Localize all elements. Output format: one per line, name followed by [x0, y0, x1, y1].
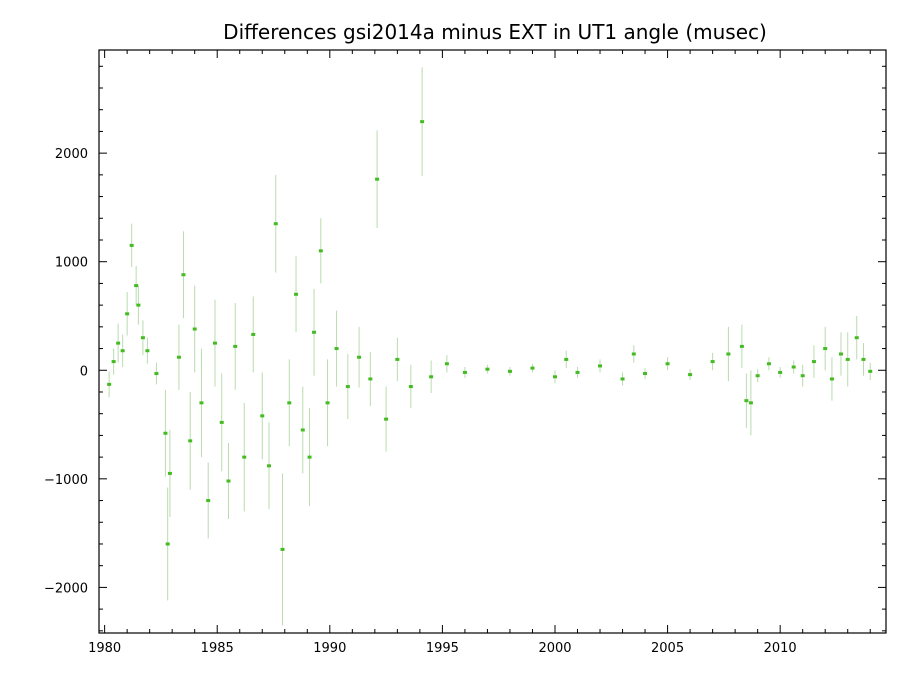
- data-point: [167, 471, 172, 475]
- data-point: [206, 499, 211, 503]
- data-point: [181, 273, 186, 277]
- data-point: [368, 377, 373, 381]
- x-tick-label: 2010: [764, 641, 797, 656]
- data-point: [267, 464, 272, 468]
- x-tick-label: 2000: [538, 641, 571, 656]
- data-point: [300, 428, 305, 432]
- data-point: [334, 347, 339, 351]
- x-tick-label: 1990: [313, 641, 346, 656]
- data-point: [199, 401, 204, 405]
- data-point: [163, 431, 168, 435]
- x-tick-label: 1995: [426, 641, 459, 656]
- axis-ticks: [99, 50, 886, 633]
- data-point: [260, 414, 265, 418]
- data-point: [845, 357, 850, 361]
- data-point: [136, 303, 141, 307]
- data-point: [854, 336, 859, 340]
- data-point: [395, 357, 400, 361]
- plot-frame: [98, 49, 887, 634]
- data-point: [462, 370, 467, 374]
- y-axis-tick-labels: −2000 −1000 0 1000 2000: [44, 147, 88, 596]
- data-point: [287, 401, 292, 405]
- data-point: [188, 439, 193, 443]
- data-point: [420, 120, 425, 124]
- data-point: [251, 332, 256, 336]
- data-point: [575, 370, 580, 374]
- data-point: [829, 377, 834, 381]
- points-layer: [107, 120, 873, 551]
- data-point: [643, 372, 648, 376]
- data-point: [145, 349, 150, 353]
- data-point: [485, 367, 490, 371]
- data-point: [620, 377, 625, 381]
- x-tick-label: 1985: [201, 641, 234, 656]
- y-tick-label: −1000: [44, 473, 88, 488]
- data-point: [111, 360, 116, 364]
- x-tick-label: 1980: [88, 641, 121, 656]
- x-axis-tick-labels: 1980 1985 1990 1995 2000 2005 2010: [88, 641, 797, 656]
- data-point: [165, 542, 170, 546]
- data-point: [744, 399, 749, 403]
- data-point: [345, 385, 350, 389]
- data-point: [739, 344, 744, 348]
- data-point: [140, 336, 145, 340]
- data-point: [552, 375, 557, 379]
- data-point: [375, 177, 380, 181]
- data-point: [192, 327, 197, 331]
- data-point: [116, 341, 121, 345]
- data-point: [748, 401, 753, 405]
- data-point: [444, 362, 449, 366]
- data-point: [294, 292, 299, 296]
- data-point: [125, 312, 130, 316]
- data-point: [408, 385, 413, 389]
- data-point: [791, 365, 796, 369]
- y-tick-label: 0: [80, 364, 88, 379]
- data-point: [280, 547, 285, 551]
- data-point: [233, 344, 238, 348]
- data-point: [242, 455, 247, 459]
- data-point: [357, 355, 362, 359]
- data-point: [868, 369, 873, 373]
- data-point: [154, 372, 159, 376]
- data-point: [766, 362, 771, 366]
- data-point: [631, 352, 636, 356]
- data-point: [325, 401, 330, 405]
- data-point: [507, 369, 512, 373]
- data-point: [134, 284, 139, 288]
- y-tick-label: 2000: [55, 147, 88, 162]
- data-point: [710, 360, 715, 364]
- errorbar-layer: [108, 67, 871, 626]
- data-point: [120, 349, 125, 353]
- data-point: [530, 366, 535, 370]
- data-point: [226, 479, 231, 483]
- data-point: [176, 355, 181, 359]
- data-point: [312, 330, 317, 334]
- data-point: [307, 455, 312, 459]
- data-point: [318, 249, 323, 253]
- data-point: [811, 360, 816, 364]
- chart-title: Differences gsi2014a minus EXT in UT1 an…: [223, 20, 767, 44]
- data-point: [726, 352, 731, 356]
- data-point: [273, 222, 278, 226]
- data-point: [212, 341, 217, 345]
- data-point: [778, 370, 783, 374]
- y-tick-label: 1000: [55, 256, 88, 271]
- data-point: [429, 375, 434, 379]
- data-point: [755, 374, 760, 378]
- data-point: [219, 420, 224, 424]
- data-point: [823, 347, 828, 351]
- data-point: [107, 382, 112, 386]
- data-point: [861, 357, 866, 361]
- data-point: [129, 243, 134, 247]
- x-tick-label: 2005: [651, 641, 684, 656]
- y-tick-label: −2000: [44, 581, 88, 596]
- data-point: [800, 374, 805, 378]
- data-point: [598, 364, 603, 368]
- data-point: [838, 352, 843, 356]
- data-point: [564, 357, 569, 361]
- data-point: [688, 373, 693, 377]
- data-point: [384, 417, 389, 421]
- data-point: [665, 362, 670, 366]
